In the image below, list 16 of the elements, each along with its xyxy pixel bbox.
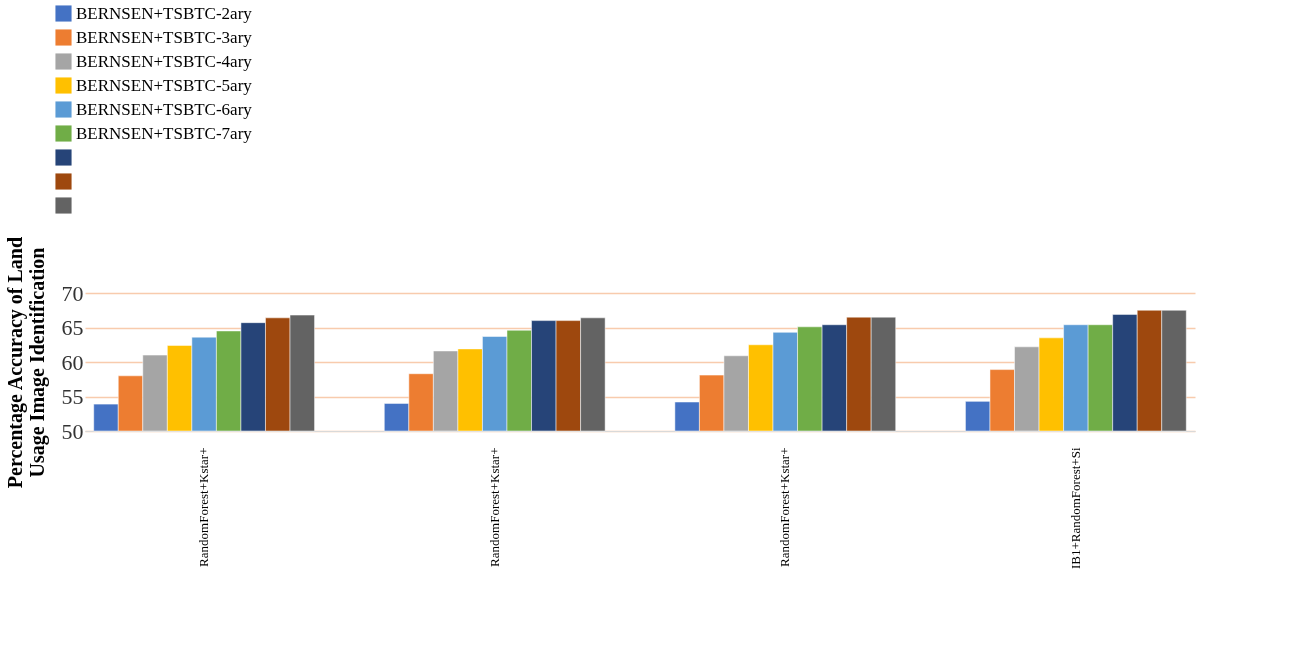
y-tick-label: 70 xyxy=(61,280,84,306)
y-tick-label: 50 xyxy=(61,418,84,444)
x-tick-label: IB1+RandomForest+Si xyxy=(1067,447,1083,570)
y-tick-label: 55 xyxy=(61,384,84,409)
legend-label: BERNSEN+TSBTC-6ary xyxy=(76,99,253,119)
legend-label: BERNSEN+TSBTC-7ary xyxy=(76,123,253,143)
legend-label: BERNSEN+TSBTC-4ary xyxy=(76,51,253,71)
x-tick-label: RandomForest+Kstar+ xyxy=(777,447,793,567)
legend-label: BERNSEN+TSBTC-3ary xyxy=(76,27,253,47)
legend-label: BERNSEN+TSBTC-5ary xyxy=(76,75,253,95)
legend-label: BERNSEN+TSBTC-2ary xyxy=(76,3,253,23)
x-tick-label: RandomForest+Kstar+ xyxy=(196,447,212,567)
y-tick-label: 60 xyxy=(61,349,84,375)
y-tick-label: 65 xyxy=(61,315,84,340)
y-axis-title: Percentage Accuracy of Land Usage Image Identification xyxy=(3,236,49,489)
x-tick-label: RandomForest+Kstar+ xyxy=(486,447,502,567)
